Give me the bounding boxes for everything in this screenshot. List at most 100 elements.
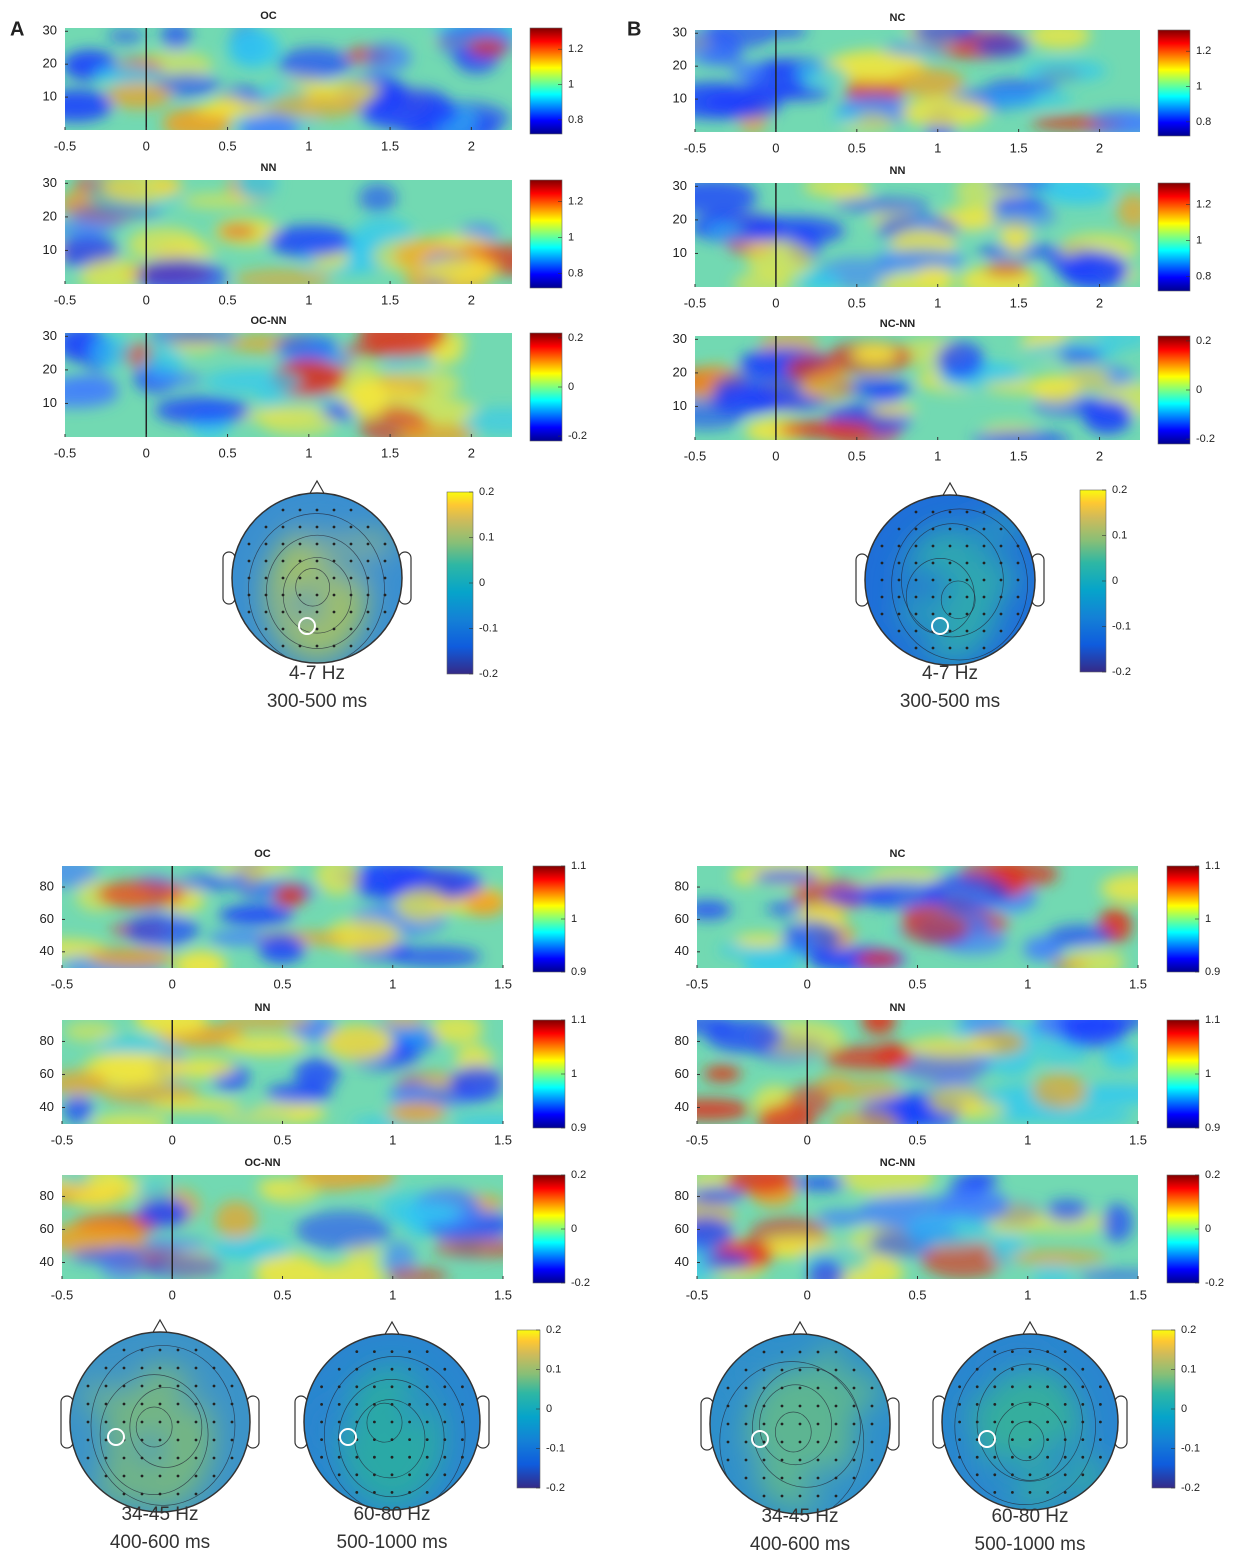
electrode	[443, 1421, 446, 1424]
heatmap-blob	[1032, 1265, 1074, 1289]
electrode	[763, 1495, 766, 1498]
electrode	[338, 1456, 341, 1459]
x-tick-label: 1.5	[1129, 1287, 1147, 1302]
x-tick-label: 0	[772, 448, 779, 463]
colorbar-tick-label: 1.2	[568, 196, 583, 208]
electrode	[105, 1457, 108, 1460]
y-tick-label: 30	[673, 178, 687, 193]
figure: A B OC-0.500.511.521020300.811.2NN-0.500…	[0, 0, 1241, 1555]
electrode	[1046, 1403, 1049, 1406]
topomap-caption: 300-500 ms	[900, 691, 1000, 712]
heatmap	[663, 1007, 1159, 1137]
electrode	[966, 528, 969, 531]
y-tick-label: 60	[40, 1221, 54, 1236]
heatmap	[27, 854, 507, 983]
topomap-caption: 500-1000 ms	[975, 1534, 1086, 1555]
panel-title: NN	[890, 165, 906, 177]
electrode	[727, 1387, 730, 1390]
electrode	[355, 1403, 358, 1406]
colorbar-tick-label: 0	[1196, 384, 1202, 396]
electrode	[123, 1421, 126, 1424]
y-tick-label: 30	[43, 328, 57, 343]
heatmap-blob	[824, 1045, 913, 1069]
colorbar-tick-label: -0.1	[1181, 1442, 1200, 1454]
electrode	[958, 1403, 961, 1406]
heatmap-blob	[990, 203, 1057, 228]
electrode	[817, 1351, 820, 1354]
topomap-surface	[710, 1334, 890, 1521]
electrode	[141, 1457, 144, 1460]
electrode	[265, 560, 268, 563]
electrode	[881, 596, 884, 599]
colorbar-tick-label: 0.8	[1196, 116, 1211, 128]
heatmap-blob	[786, 1085, 832, 1118]
electrode	[745, 1477, 748, 1480]
heatmap-blob	[359, 183, 397, 213]
electrode	[983, 579, 986, 582]
electrode	[373, 1385, 376, 1388]
electrode	[391, 1456, 394, 1459]
heatmap-blob	[211, 94, 243, 114]
heatmap-blob	[684, 901, 731, 919]
colorbar-tick-label: -0.2	[479, 668, 498, 680]
heatmap-blob	[1102, 1046, 1140, 1070]
electrode	[898, 613, 901, 616]
electrode	[213, 1421, 216, 1424]
electrode	[1064, 1473, 1067, 1476]
heatmap-blob	[295, 1058, 340, 1090]
heatmap-blob	[795, 63, 847, 86]
heatmap-blob	[733, 272, 792, 298]
electrode	[426, 1385, 429, 1388]
x-tick-label: 1.5	[381, 292, 399, 307]
topomap	[61, 1320, 259, 1512]
electrode	[763, 1369, 766, 1372]
electrode	[781, 1369, 784, 1372]
electrode	[781, 1495, 784, 1498]
heatmap-blob	[1060, 251, 1128, 289]
electrode	[1029, 1456, 1032, 1459]
electrode	[333, 509, 336, 512]
electrode	[320, 1385, 323, 1388]
x-tick-label: -0.5	[51, 1132, 73, 1147]
topomap-blob	[801, 1466, 864, 1500]
electrode	[159, 1493, 162, 1496]
heatmap-blob	[972, 431, 1072, 448]
x-tick-label: -0.5	[686, 1132, 708, 1147]
electrode	[898, 562, 901, 565]
electrode	[461, 1403, 464, 1406]
electrode	[461, 1456, 464, 1459]
x-tick-label: 1	[934, 140, 941, 155]
x-tick-label: 2	[1096, 295, 1103, 310]
panel-label: A	[10, 18, 24, 40]
electrode	[373, 1368, 376, 1371]
topomap	[223, 481, 411, 665]
electrode	[1046, 1350, 1049, 1353]
electrode	[817, 1441, 820, 1444]
electrode	[443, 1438, 446, 1441]
electrode	[231, 1421, 234, 1424]
electrode	[1064, 1421, 1067, 1424]
electrode	[282, 509, 285, 512]
electrode	[976, 1403, 979, 1406]
electrode	[781, 1405, 784, 1408]
electrode	[1000, 630, 1003, 633]
electrode	[87, 1439, 90, 1442]
colorbar-tick-label: 0	[479, 577, 485, 589]
colorbar-tick-label: 1.2	[568, 43, 583, 55]
electrode	[333, 526, 336, 529]
electrode	[248, 594, 251, 597]
electrode	[1011, 1473, 1014, 1476]
electrode	[248, 577, 251, 580]
electrode	[799, 1459, 802, 1462]
colorbar-tick-label: -0.1	[546, 1442, 565, 1454]
electrode	[350, 611, 353, 614]
electrode	[426, 1350, 429, 1353]
heatmap-blob	[905, 1037, 997, 1057]
electrode	[123, 1493, 126, 1496]
electrode	[123, 1475, 126, 1478]
electrode	[745, 1387, 748, 1390]
electrode	[333, 594, 336, 597]
colorbar-tick-label: 0.2	[1181, 1324, 1196, 1336]
heatmap-blob	[88, 948, 175, 968]
topomap-caption: 34-45 Hz	[121, 1504, 198, 1525]
